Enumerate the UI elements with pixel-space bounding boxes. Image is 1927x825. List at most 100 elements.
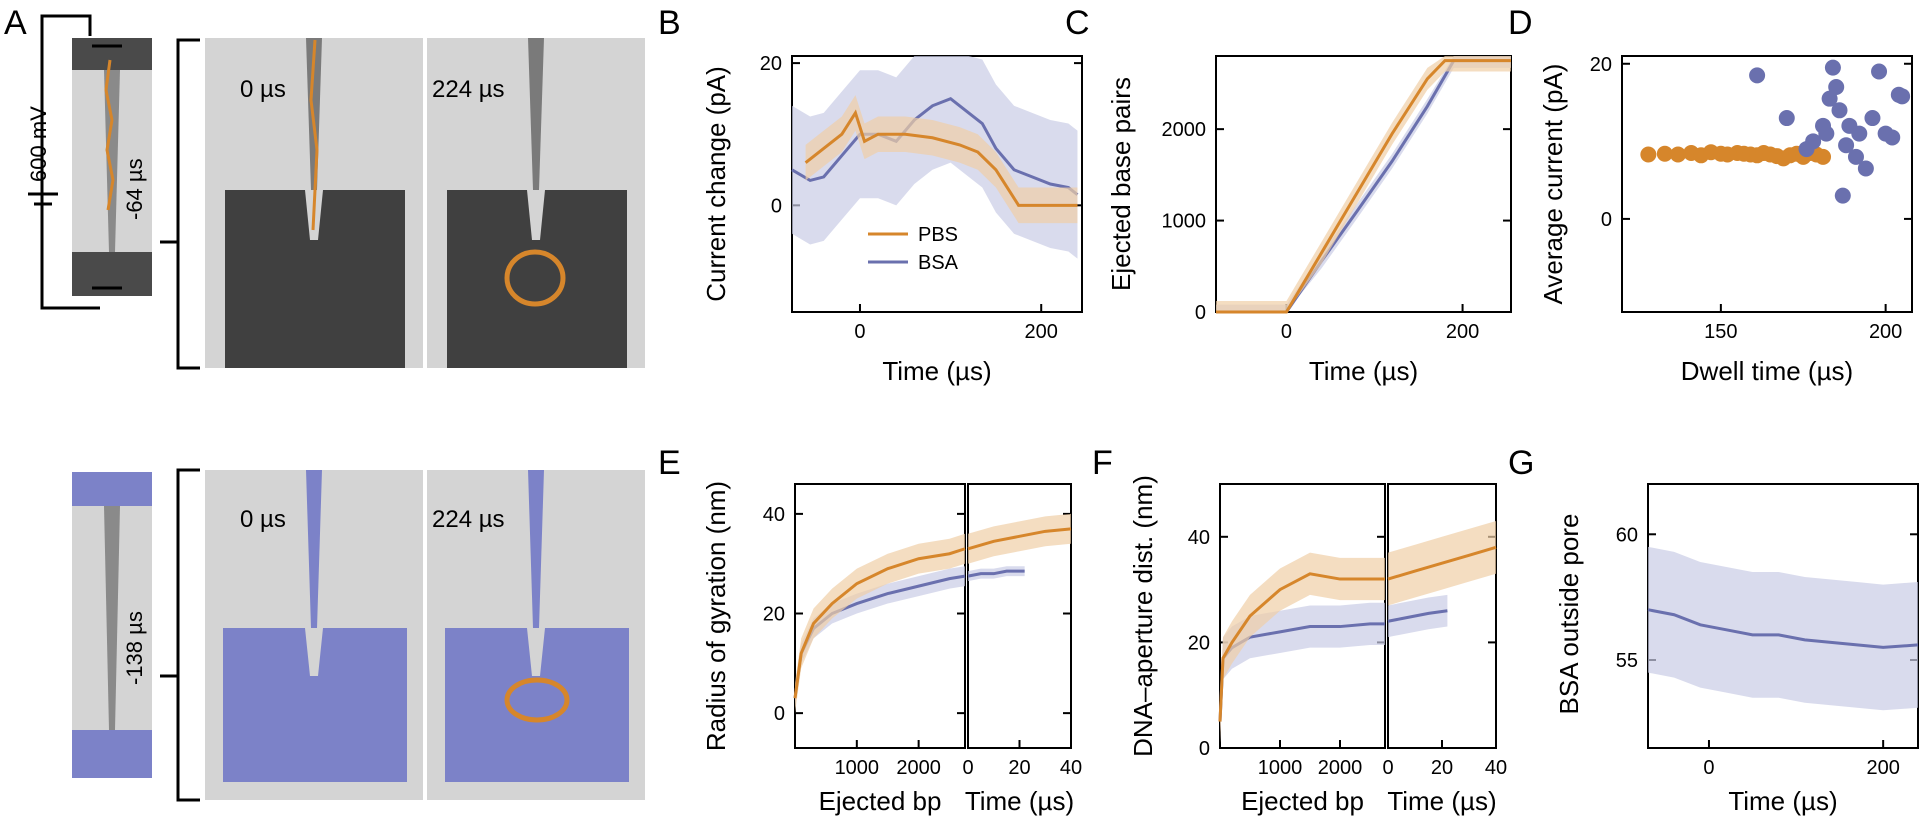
series-line-pbs: [1216, 59, 1511, 314]
legend-label-pbs: PBS: [918, 224, 958, 246]
y-axis-title: DNA–aperture dist. (nm): [1128, 475, 1158, 757]
x-tick-label: 20: [1431, 757, 1453, 779]
membrane-top: [72, 38, 152, 70]
panel-letter-f: F: [1092, 444, 1113, 482]
y-tick-label: 40: [1188, 527, 1210, 549]
series-line-pbs: [967, 527, 1072, 551]
y-tick-label: 20: [1188, 632, 1210, 654]
y-tick-label: 20: [760, 53, 782, 75]
crowder-layer-top: [72, 472, 152, 506]
error-band-pbs: [968, 513, 1071, 564]
y-tick-label: 0: [774, 703, 785, 725]
y-tick-label: 55: [1616, 650, 1638, 672]
y-axis-title: Radius of gyration (nm): [701, 481, 731, 751]
scatter-point-pbs: [1656, 145, 1673, 162]
x-axis-title: Dwell time (µs): [1681, 356, 1853, 386]
y-tick-label: 2000: [1162, 119, 1207, 141]
scatter-point-bsa: [1831, 102, 1848, 119]
x-axis-title: Time (µs): [882, 356, 991, 386]
series-line-pbs: [1387, 545, 1497, 581]
y-axis-title: Ejected base pairs: [1106, 77, 1136, 291]
y-axis-title: Average current (pA): [1538, 64, 1568, 305]
x-axis-title: Time (µs): [1387, 786, 1496, 816]
y-tick-label: 0: [1199, 738, 1210, 760]
scatter-point-bsa: [1894, 88, 1911, 105]
x-tick-label: 2000: [896, 757, 941, 779]
legend-label-bsa: BSA: [918, 252, 959, 274]
scatter-point-bsa: [1884, 129, 1901, 146]
scatter-point-bsa: [1871, 63, 1888, 80]
y-tick-label: 0: [771, 195, 782, 217]
series-line-bsa: [967, 569, 1025, 578]
dna-globule: [504, 677, 570, 723]
scatter-point-bsa: [1847, 148, 1864, 165]
x-axis-title: Ejected bp: [1241, 786, 1364, 816]
x-tick-label: 200: [1446, 321, 1479, 343]
x-tick-label: 0: [1382, 757, 1393, 779]
panel-letter-g: G: [1508, 444, 1535, 482]
panel-letter-c: C: [1065, 4, 1090, 42]
pore-opening: [527, 628, 545, 676]
x-axis-title: Time (µs): [1309, 356, 1418, 386]
crowder-layer-bottom: [72, 730, 152, 778]
x-tick-label: 200: [1025, 321, 1058, 343]
pore-opening: [527, 190, 545, 240]
scatter-point-pbs: [1815, 148, 1832, 165]
scatter-point-bsa: [1778, 110, 1795, 127]
y-axis-title: BSA outside pore: [1554, 514, 1584, 715]
panel-letter-e: E: [658, 444, 681, 482]
snapshot-time-label: 0 µs: [240, 76, 286, 103]
x-tick-label: 200: [1869, 321, 1902, 343]
bracket-line: [160, 468, 200, 802]
scatter-point-pbs: [1640, 146, 1657, 163]
pore-opening: [305, 628, 323, 676]
y-tick-label: 0: [1601, 209, 1612, 231]
error-band-pbs: [795, 533, 965, 714]
series-line-pbs: [1218, 572, 1385, 722]
scatter-point-bsa: [1824, 59, 1841, 76]
snapshot-time-label: 224 µs: [432, 76, 505, 103]
y-tick-label: 1000: [1162, 211, 1207, 233]
x-tick-label: 40: [1060, 757, 1082, 779]
y-tick-label: 20: [763, 604, 785, 626]
x-axis-title: Time (µs): [965, 786, 1074, 816]
side-time-label: -64 µs: [122, 158, 147, 220]
side-time-label: -138 µs: [122, 611, 147, 685]
scatter-point-bsa: [1749, 67, 1766, 84]
bracket-line: [160, 38, 200, 370]
scatter-point-pbs: [1670, 146, 1687, 163]
x-tick-label: 20: [1008, 757, 1030, 779]
x-tick-label: 1000: [1258, 757, 1303, 779]
x-tick-label: 0: [854, 321, 865, 343]
x-tick-label: 200: [1866, 757, 1899, 779]
x-axis-title: Time (µs): [1728, 786, 1837, 816]
y-tick-label: 40: [763, 504, 785, 526]
membrane-body: [225, 190, 405, 368]
panel-letter-a: A: [4, 4, 27, 42]
x-tick-label: 0: [962, 757, 973, 779]
y-tick-label: 20: [1590, 54, 1612, 76]
voltage-label: 600 mV: [26, 106, 51, 182]
panel-letter-d: D: [1508, 4, 1533, 42]
y-tick-label: 60: [1616, 524, 1638, 546]
scatter-point-bsa: [1864, 110, 1881, 127]
error-band-bsa: [795, 566, 965, 709]
snapshot-time-label: 0 µs: [240, 506, 286, 533]
error-band-bsa: [792, 56, 1078, 259]
x-axis-title: Ejected bp: [819, 786, 942, 816]
x-tick-label: 1000: [835, 757, 880, 779]
scatter-point-bsa: [1851, 125, 1868, 142]
circuit-wire: [40, 14, 100, 310]
scatter-point-bsa: [1834, 187, 1851, 204]
nanopore-channel: [104, 506, 120, 730]
y-axis-title: Current change (pA): [701, 66, 731, 302]
series-line-bsa: [791, 96, 1079, 196]
scatter-point-bsa: [1818, 125, 1835, 142]
dna-strand: [104, 59, 115, 211]
scatter-point-bsa: [1857, 160, 1874, 177]
dna-strand: [309, 39, 319, 231]
y-tick-label: 0: [1195, 302, 1206, 324]
x-tick-label: 2000: [1318, 757, 1363, 779]
pore-tip: [528, 470, 544, 628]
